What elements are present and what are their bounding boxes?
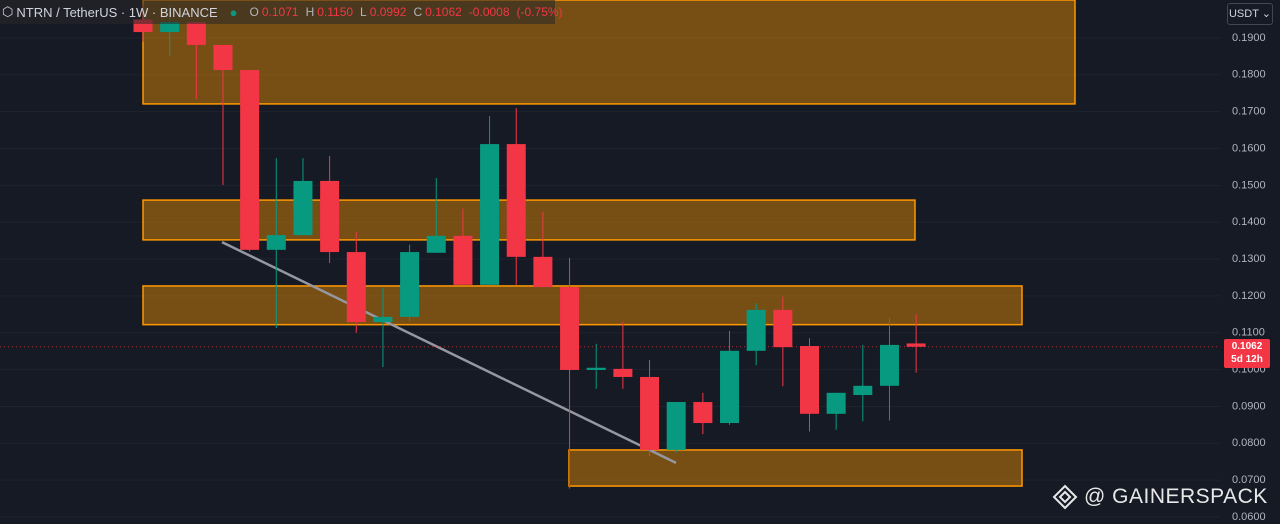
- change: -0.0008: [468, 5, 510, 19]
- candle-body: [213, 44, 233, 71]
- trendline: [221, 240, 677, 464]
- candle-body: [320, 180, 340, 253]
- watermark-text: @ GAINERSPACK: [1084, 485, 1268, 508]
- currency-button[interactable]: USDT ⌄: [1227, 3, 1273, 25]
- y-tick-label: 0.0700: [1232, 474, 1266, 486]
- y-tick-label: 0.0600: [1232, 511, 1266, 523]
- candle-body: [426, 235, 446, 253]
- candle-body: [266, 235, 286, 250]
- open-label: O: [249, 5, 259, 19]
- candle-body: [453, 235, 473, 285]
- y-tick-label: 0.1500: [1232, 179, 1266, 191]
- low-value: 0.0992: [369, 5, 407, 19]
- status-dot: ●: [229, 4, 238, 20]
- candle-body: [613, 368, 633, 377]
- close-value: 0.1062: [425, 5, 462, 19]
- candle-body: [533, 256, 553, 288]
- y-tick-label: 0.1300: [1232, 253, 1266, 265]
- high-value: 0.1150: [317, 5, 354, 19]
- y-tick-label: 0.1900: [1232, 32, 1266, 44]
- low-label: L: [360, 5, 367, 19]
- candle-body: [640, 376, 660, 450]
- zone: [142, 0, 1076, 105]
- candle-body: [800, 346, 819, 414]
- candle-body: [346, 252, 366, 323]
- currency: USDT: [1228, 8, 1259, 20]
- high-label: H: [305, 5, 315, 19]
- watermark: @ GAINERSPACK: [1052, 484, 1268, 510]
- y-tick-label: 0.1800: [1232, 69, 1266, 81]
- candle-body: [240, 70, 260, 250]
- candle-body: [746, 309, 766, 351]
- y-tick-label: 0.0900: [1232, 400, 1266, 412]
- candle-body: [666, 402, 686, 450]
- countdown: 5d 12h: [1231, 354, 1263, 365]
- candle-body: [373, 316, 393, 323]
- y-tick-label: 0.0800: [1232, 437, 1266, 449]
- candle-body: [826, 392, 846, 414]
- zone: [142, 285, 1023, 326]
- candle-body: [693, 402, 713, 424]
- y-tick-label: 0.1700: [1232, 106, 1266, 118]
- open-value: 0.1071: [261, 5, 299, 19]
- candle-body: [160, 22, 180, 33]
- y-tick-label: 0.1100: [1232, 327, 1265, 339]
- candle-body: [560, 287, 580, 370]
- candle-body: [853, 385, 873, 396]
- candle-body: [293, 180, 313, 236]
- candle-body: [879, 344, 899, 386]
- watermark-icon: [1052, 484, 1078, 510]
- zone: [142, 199, 916, 241]
- candle-body: [400, 252, 420, 317]
- y-tick-label: 0.1400: [1232, 216, 1266, 228]
- candle-body: [773, 309, 793, 348]
- symbol-icon: ⬡: [2, 4, 14, 19]
- candle-body: [480, 144, 500, 285]
- candle-body: [906, 343, 926, 347]
- candle-body: [186, 22, 206, 45]
- last-price: 0.1062: [1231, 341, 1263, 352]
- change-pct: (-0.75%): [516, 5, 563, 19]
- price-axis: [1220, 0, 1280, 524]
- y-tick-label: 0.1200: [1232, 290, 1266, 302]
- symbol[interactable]: NTRN / TetherUS · 1W · BINANCE: [16, 4, 218, 20]
- candle-body: [720, 350, 740, 424]
- candle-body: [586, 367, 606, 370]
- close-label: C: [413, 5, 423, 19]
- y-tick-label: 0.1600: [1232, 142, 1266, 154]
- legend-bar: ⬡ NTRN / TetherUS · 1W · BINANCE ● O 0.10…: [0, 0, 563, 24]
- candle-body: [506, 144, 526, 257]
- zone: [568, 449, 1023, 487]
- price-tag: 0.1062 5d 12h: [1224, 339, 1270, 368]
